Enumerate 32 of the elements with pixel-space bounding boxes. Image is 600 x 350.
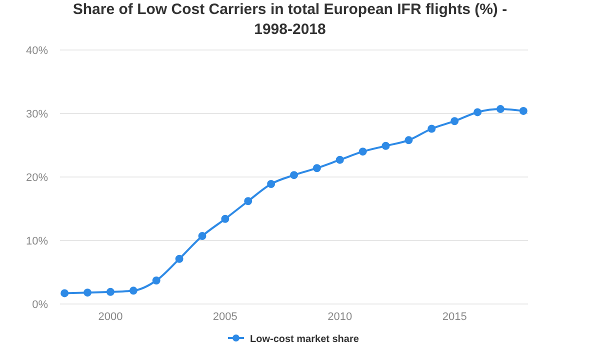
- point: [267, 180, 276, 188]
- point: [382, 142, 390, 150]
- point: [221, 214, 230, 223]
- y-tick-label: 10%: [26, 236, 48, 248]
- point: [336, 156, 344, 164]
- point: [244, 197, 252, 206]
- point: [60, 289, 69, 298]
- y-tick-label: 40%: [26, 45, 48, 57]
- point: [129, 286, 138, 295]
- chart-title: Share of Low Cost Carriers in total European IFR flights (%) - 1998-2018: [72, 1, 508, 38]
- x-tick-label: 2015: [442, 311, 467, 323]
- point: [84, 288, 92, 297]
- y-tick-label: 20%: [26, 172, 48, 184]
- y-tick-label: 30%: [26, 108, 48, 120]
- point: [519, 106, 528, 115]
- x-tick-label: 2005: [212, 311, 238, 323]
- legend-label: Low-cost market share: [250, 334, 360, 345]
- x-tick-label: 2000: [98, 311, 123, 323]
- point: [152, 276, 160, 285]
- point: [428, 124, 436, 133]
- point: [358, 148, 367, 156]
- point: [496, 105, 504, 114]
- point: [474, 108, 482, 116]
- point: [312, 164, 321, 172]
- point: [106, 288, 114, 296]
- y-tick-label: 0%: [32, 299, 48, 311]
- point: [450, 117, 459, 126]
- point: [290, 171, 298, 180]
- point: [175, 254, 184, 263]
- point: [198, 232, 206, 240]
- x-tick-label: 2010: [328, 311, 352, 323]
- point: [404, 136, 413, 144]
